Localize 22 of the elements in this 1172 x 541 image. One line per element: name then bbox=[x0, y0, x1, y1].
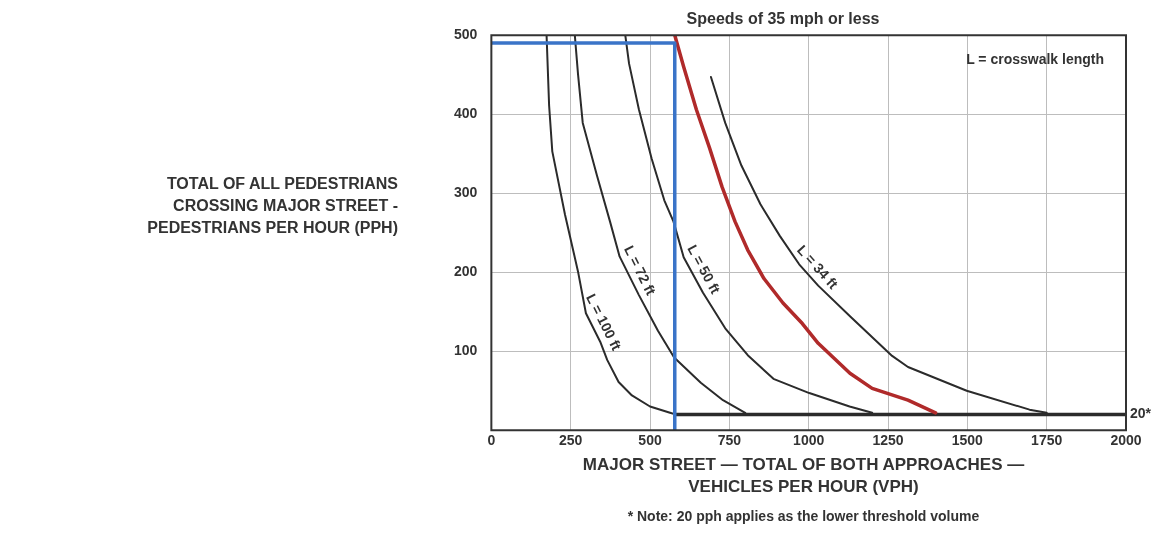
x-axis-title: MAJOR STREET — TOTAL OF BOTH APPROACHES — VEHICLES PER HOUR (VPH) bbox=[581, 454, 1026, 498]
annotation: L = crosswalk length bbox=[966, 51, 1104, 68]
y-tick-label: 500 bbox=[454, 26, 478, 43]
y-tick-label: 300 bbox=[454, 184, 478, 201]
x-tick-label: 2000 bbox=[1110, 432, 1142, 449]
x-tick-label: 0 bbox=[487, 432, 496, 449]
x-tick-label: 1500 bbox=[951, 432, 984, 449]
y-tick-label: 100 bbox=[454, 342, 478, 359]
x-tick-label: 250 bbox=[559, 432, 583, 449]
x-tick-label: 1250 bbox=[872, 432, 904, 449]
text: L = 34 ft bbox=[794, 241, 842, 293]
annotation: 20* bbox=[1130, 405, 1152, 422]
y-tick-label: 400 bbox=[454, 105, 478, 122]
y-axis-title: TOTAL OF ALL PEDESTRIANS CROSSING MAJOR STREET - PEDESTRIANS PER HOUR (PPH) bbox=[146, 174, 398, 238]
x-tick-label: 750 bbox=[717, 432, 742, 449]
text: * Note: 20 pph applies as the lower threshold volume bbox=[626, 508, 981, 524]
y-tick-label: 200 bbox=[454, 263, 478, 280]
x-tick-label: 1750 bbox=[1031, 432, 1063, 449]
x-tick-label: 500 bbox=[638, 432, 662, 449]
x-tick-label: 1000 bbox=[793, 432, 825, 449]
text: L = 50 ft bbox=[684, 242, 724, 297]
chart-title: Speeds of 35 mph or less bbox=[686, 10, 880, 28]
